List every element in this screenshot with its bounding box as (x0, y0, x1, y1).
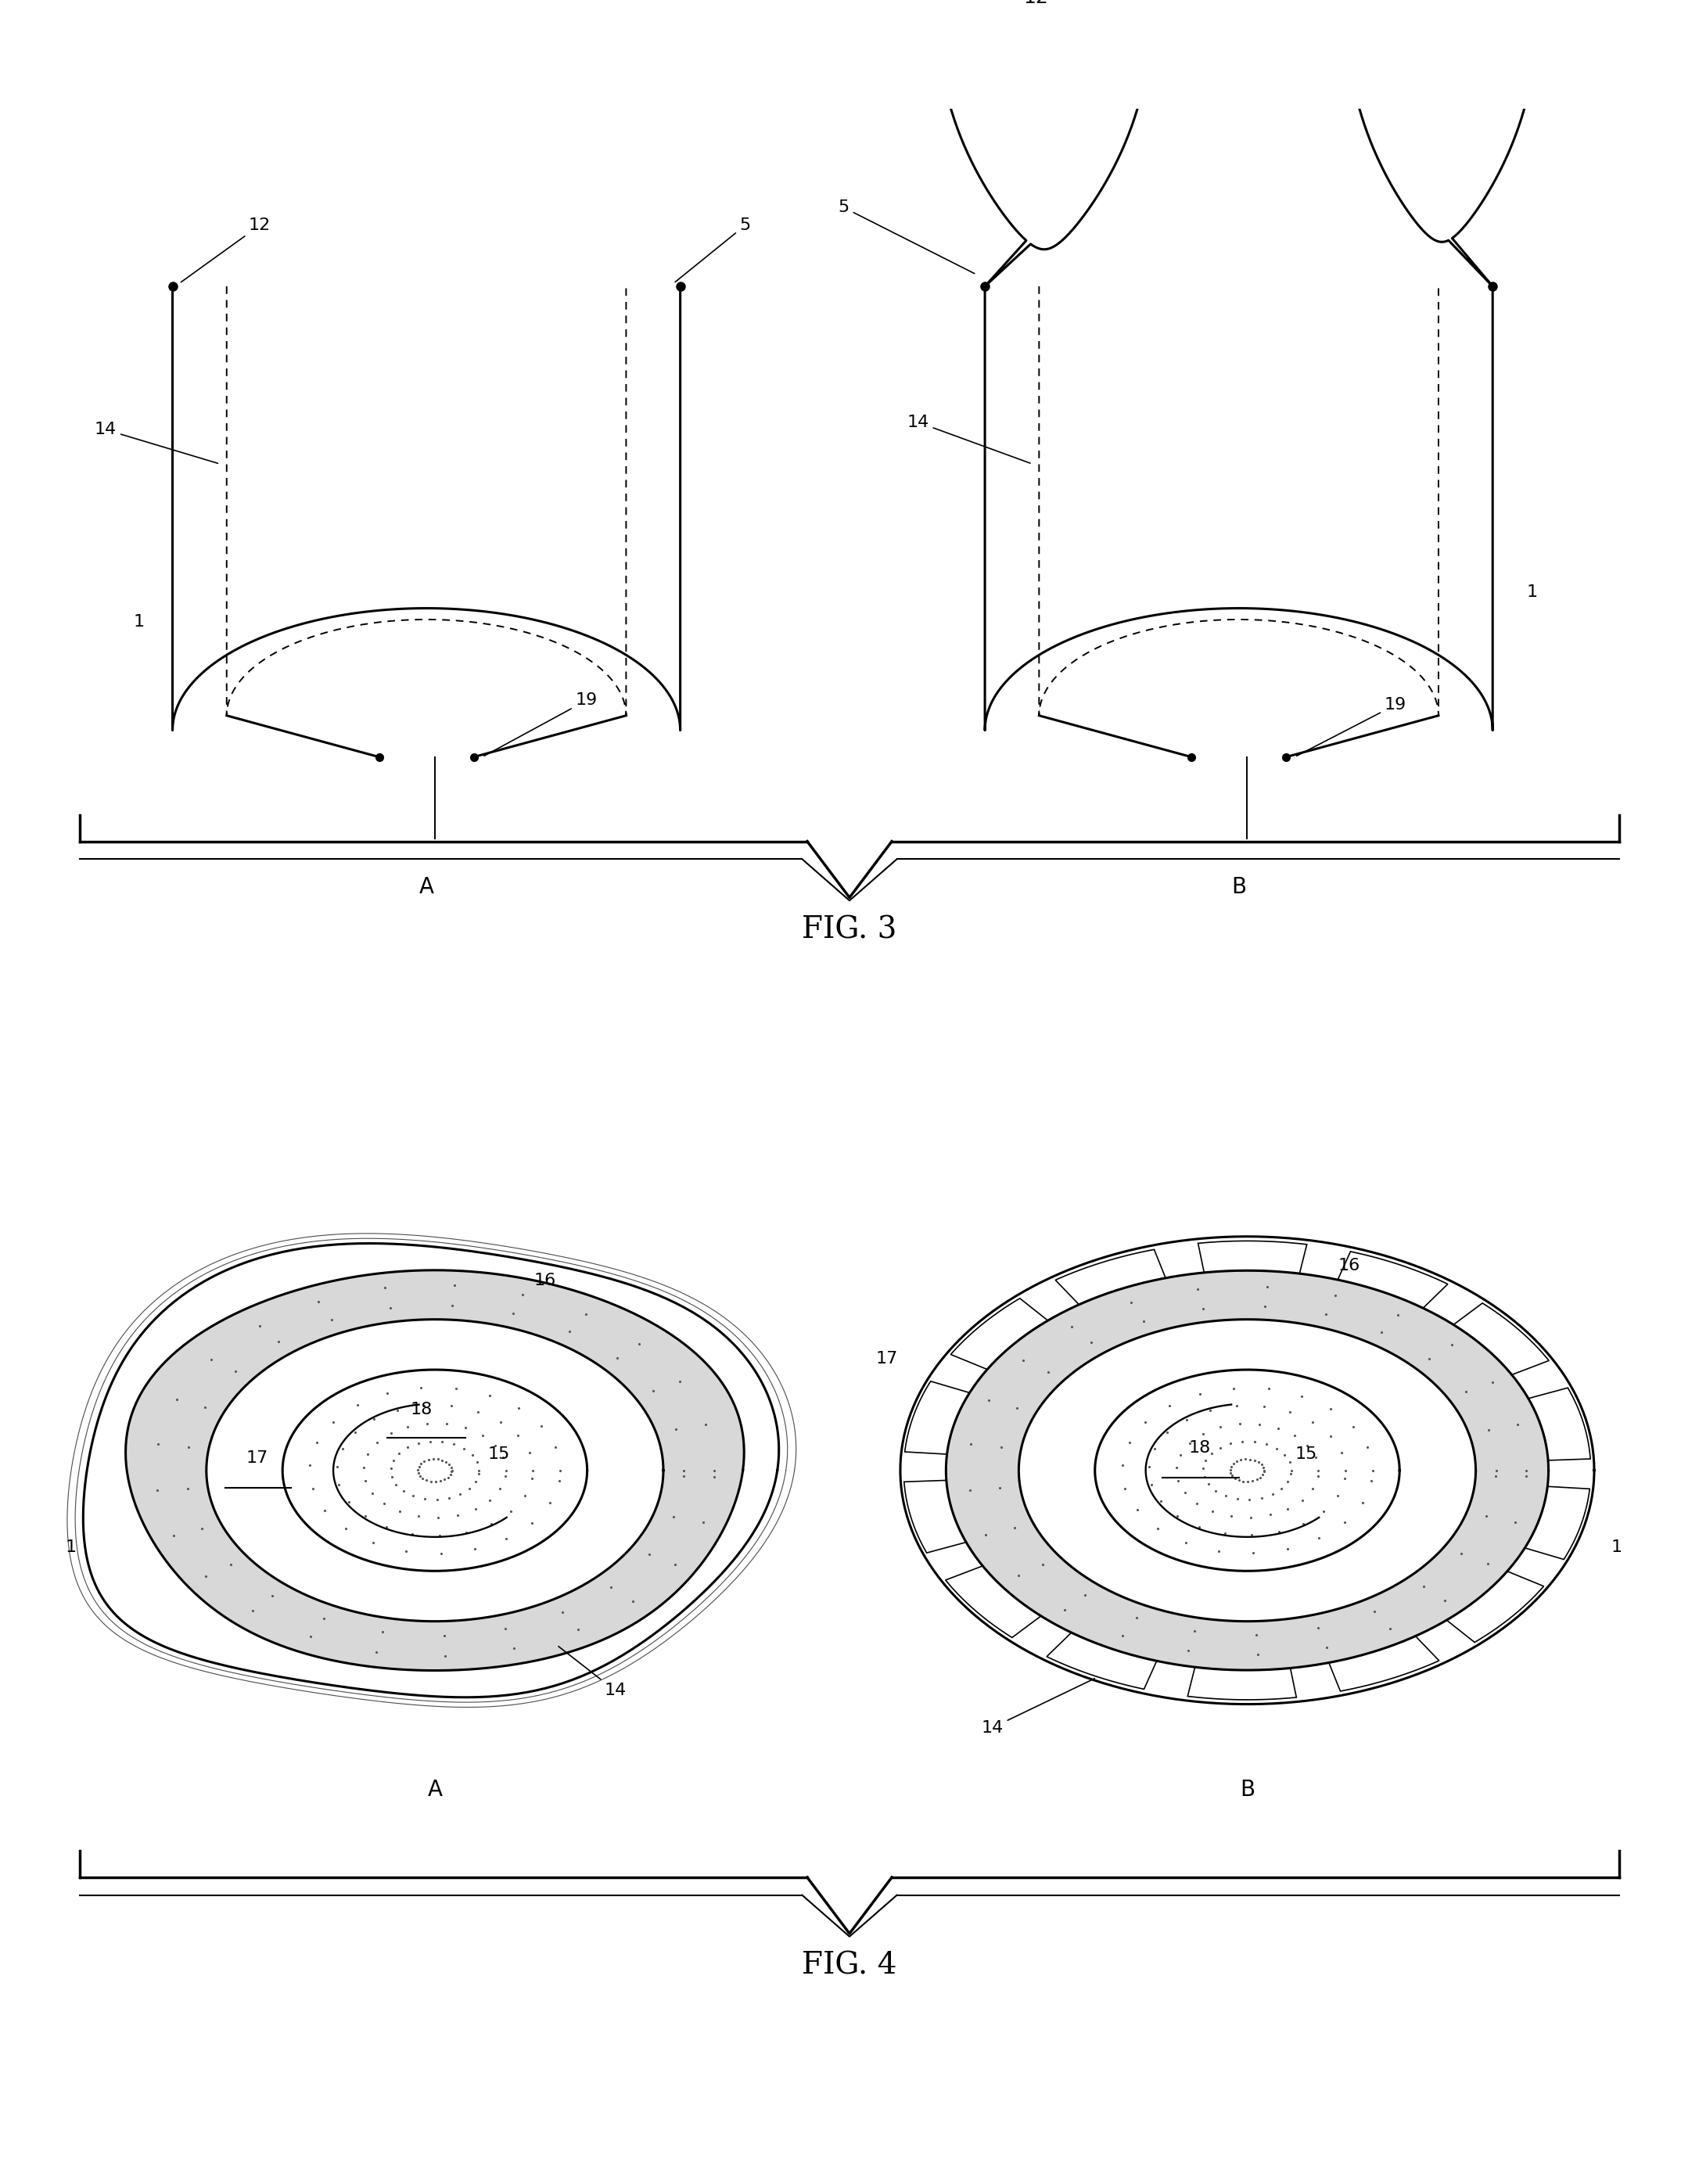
Polygon shape (904, 1481, 967, 1553)
Polygon shape (1188, 1666, 1296, 1699)
Text: 16: 16 (533, 1273, 556, 1289)
Polygon shape (1446, 1570, 1544, 1642)
Text: 16: 16 (1337, 1258, 1359, 1273)
Text: 14: 14 (95, 422, 217, 463)
Polygon shape (1047, 1634, 1157, 1688)
Text: FIG. 3: FIG. 3 (802, 915, 897, 943)
Text: 19: 19 (1296, 697, 1407, 756)
Polygon shape (1529, 1387, 1590, 1461)
Text: 12: 12 (1023, 0, 1048, 7)
Text: 17: 17 (246, 1450, 268, 1465)
Polygon shape (1453, 1304, 1549, 1374)
Text: 1: 1 (1526, 585, 1538, 601)
Text: B: B (1232, 876, 1247, 898)
Polygon shape (1526, 1487, 1590, 1559)
Text: 15: 15 (1295, 1446, 1317, 1461)
Text: 14: 14 (559, 1647, 627, 1699)
Text: A: A (420, 876, 433, 898)
Text: 15: 15 (488, 1446, 510, 1461)
Text: 1: 1 (66, 1540, 76, 1555)
Polygon shape (1337, 1251, 1448, 1308)
Text: FIG. 4: FIG. 4 (802, 1950, 897, 1981)
Polygon shape (126, 1271, 744, 1671)
Text: 19: 19 (484, 692, 598, 756)
Text: B: B (1240, 1778, 1256, 1800)
Text: 1: 1 (1611, 1540, 1623, 1555)
Text: 1: 1 (133, 614, 144, 629)
Polygon shape (1329, 1636, 1439, 1690)
Polygon shape (1198, 1241, 1307, 1273)
Text: A: A (428, 1778, 442, 1800)
Text: 12: 12 (182, 218, 270, 282)
Polygon shape (946, 1271, 1548, 1671)
Text: 5: 5 (838, 199, 975, 273)
Text: 17: 17 (875, 1352, 897, 1367)
Text: 5: 5 (675, 218, 751, 282)
Text: 18: 18 (409, 1402, 432, 1417)
Polygon shape (951, 1297, 1048, 1369)
Polygon shape (906, 1380, 970, 1455)
Text: 14: 14 (907, 415, 1030, 463)
Polygon shape (946, 1566, 1041, 1638)
Polygon shape (1055, 1249, 1166, 1304)
Text: 14: 14 (982, 1679, 1094, 1736)
Text: 18: 18 (1189, 1439, 1211, 1457)
